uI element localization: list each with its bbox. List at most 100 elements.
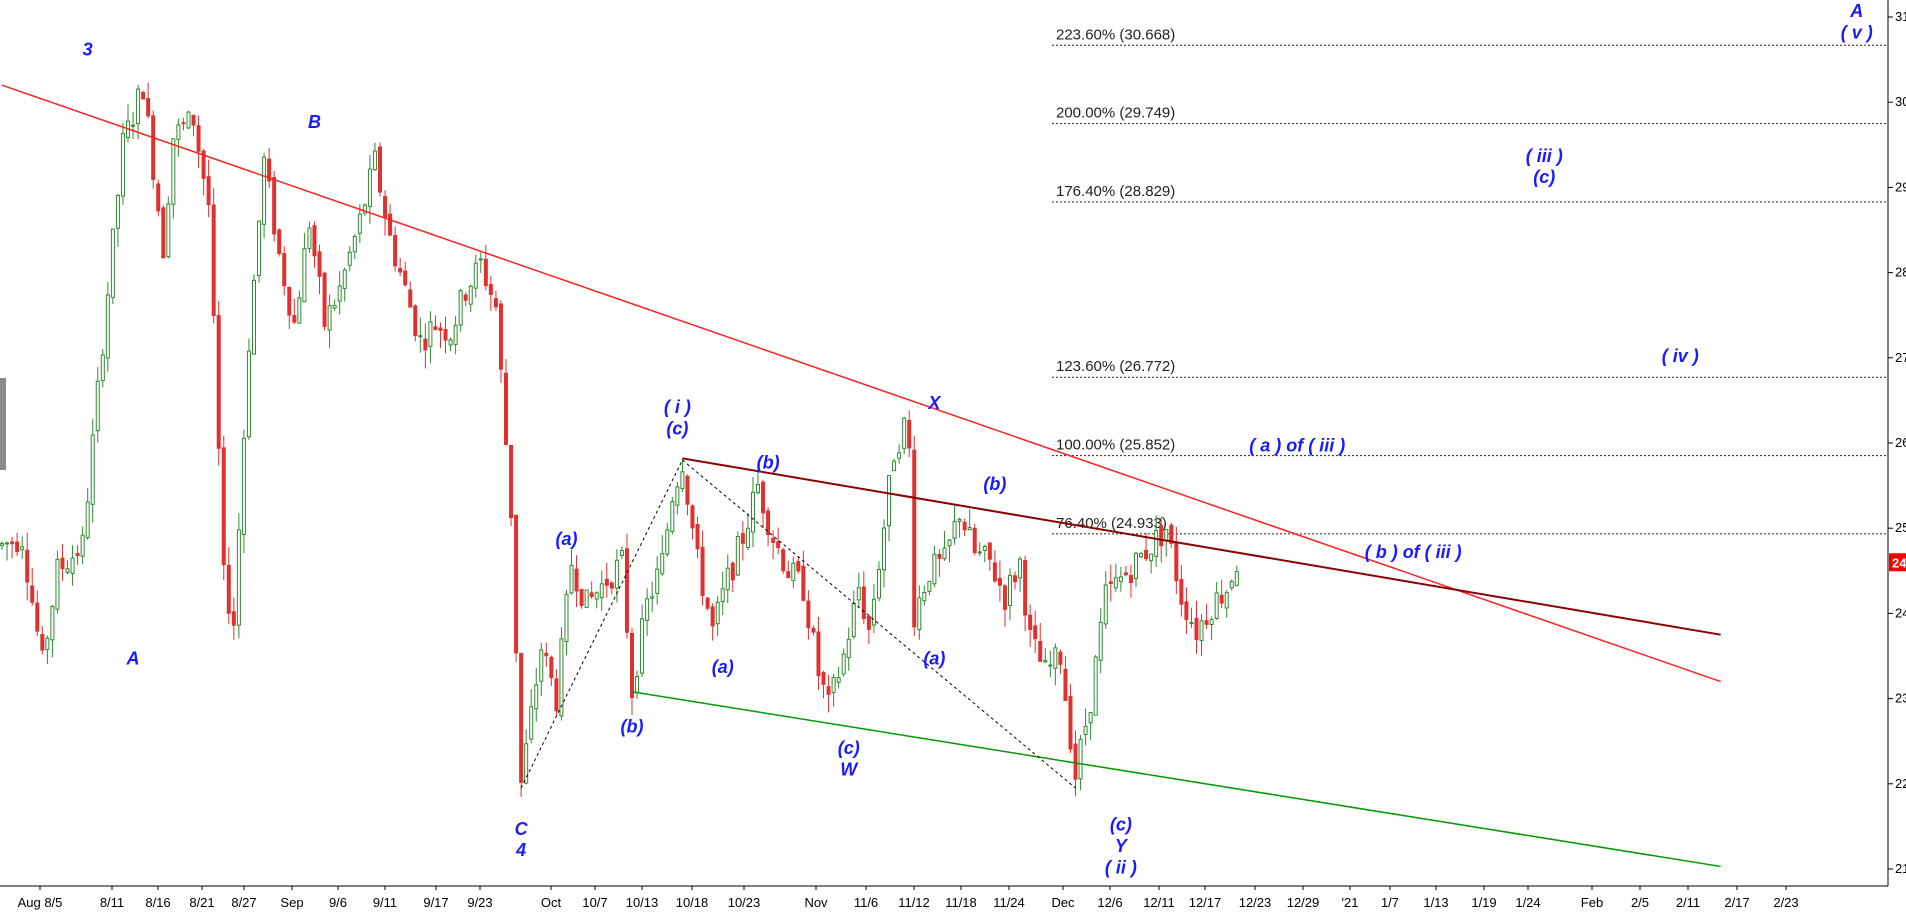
candle-body <box>231 611 236 626</box>
candle-body <box>317 251 322 277</box>
y-tick-label: 26.000 <box>1895 435 1906 450</box>
fib-label: 123.60% (26.772) <box>1056 358 1175 375</box>
candle-body <box>569 564 574 594</box>
candle-body <box>1194 617 1199 640</box>
x-tick-label: 10/18 <box>676 895 709 910</box>
candle-body <box>25 549 30 583</box>
candle-body <box>322 272 327 327</box>
candle-body <box>1068 696 1073 750</box>
x-tick-label: 9/11 <box>373 895 397 910</box>
wave-label: ( a ) of ( iii ) <box>1249 436 1345 456</box>
candle-body <box>10 541 15 545</box>
candle-body <box>378 146 382 193</box>
candle-body <box>136 88 141 125</box>
candle-body <box>196 125 201 152</box>
x-tick-label: 12/23 <box>1239 895 1272 910</box>
x-tick-label: 11/12 <box>898 895 930 910</box>
x-tick-label: Dec <box>1051 895 1075 910</box>
candle-body <box>337 285 342 302</box>
wave-label: 4 <box>515 840 526 860</box>
candle-body <box>967 526 972 531</box>
candle-body <box>599 583 604 599</box>
candle-body <box>1038 640 1043 662</box>
candle-body <box>211 204 216 316</box>
candle-body <box>670 501 675 532</box>
candle-body <box>45 637 50 651</box>
candle-body <box>786 571 791 579</box>
candle-body <box>352 236 357 253</box>
candle-body <box>428 321 433 347</box>
candle-body <box>685 475 690 505</box>
fib-label: 223.60% (30.668) <box>1056 26 1175 43</box>
candle-body <box>1018 558 1023 579</box>
x-tick-label: 1/7 <box>1381 895 1399 910</box>
candle-body <box>549 656 554 679</box>
candle-body <box>811 627 816 633</box>
candle-body <box>861 586 866 620</box>
candle-body <box>907 419 912 449</box>
candle-body <box>1204 620 1209 625</box>
side-panel-tab[interactable] <box>0 378 6 470</box>
x-tick-label: 12/6 <box>1097 895 1122 910</box>
candle-body <box>725 567 730 591</box>
candle-body <box>156 183 161 212</box>
x-tick-label: Oct <box>541 895 562 910</box>
wave-label: (a) <box>712 657 734 677</box>
candle-body <box>398 267 403 273</box>
candle-body <box>307 227 312 249</box>
candle-body <box>942 547 947 560</box>
candle-body <box>1073 743 1078 780</box>
wave-label: ( iv ) <box>1662 346 1699 366</box>
candle-body <box>977 551 982 554</box>
candle-body <box>635 676 640 694</box>
fib-label: 176.40% (28.829) <box>1056 183 1175 200</box>
wave-label: ( b ) of ( iii ) <box>1365 542 1462 562</box>
candle-body <box>564 593 569 643</box>
y-tick-label: 23.000 <box>1895 691 1906 706</box>
candle-body <box>1048 664 1053 667</box>
candle-body <box>992 562 997 582</box>
candle-body <box>241 437 246 535</box>
candle-body <box>30 585 35 603</box>
candle-body <box>912 449 917 628</box>
candle-body <box>292 315 297 323</box>
candle-body <box>529 706 534 740</box>
wave-label: (b) <box>621 717 644 737</box>
x-tick-label: 10/23 <box>728 895 761 910</box>
candle-body <box>640 618 645 674</box>
candles <box>0 82 1239 798</box>
candle-body <box>1088 712 1093 724</box>
candle-body <box>806 600 811 629</box>
wave-label: A <box>1849 1 1863 21</box>
candle-body <box>120 133 125 197</box>
candle-body <box>1103 584 1108 625</box>
candle-body <box>987 542 992 560</box>
candle-body <box>1008 574 1012 606</box>
candle-body <box>680 471 685 490</box>
x-tick-label: 9/23 <box>467 895 492 910</box>
candle-body <box>372 150 377 171</box>
candle-body <box>957 518 962 522</box>
candle-body <box>100 354 105 382</box>
candle-body <box>50 606 55 641</box>
candle-body <box>1058 651 1063 665</box>
candle-body <box>15 541 20 552</box>
candle-body <box>1179 578 1184 605</box>
candle-body <box>1002 585 1007 610</box>
x-tick-label: 2/11 <box>1676 895 1700 910</box>
x-tick-label: 8/11 <box>100 895 124 910</box>
candle-body <box>1184 601 1189 620</box>
candle-body <box>5 542 10 545</box>
candle-body <box>796 561 801 572</box>
candle-body <box>473 262 478 289</box>
x-tick-label: 1/24 <box>1515 895 1540 910</box>
candle-body <box>1098 621 1103 661</box>
candle-body <box>695 523 700 550</box>
candle-body <box>1043 659 1048 663</box>
candle-body <box>816 631 821 677</box>
candle-body <box>897 452 902 459</box>
trendlines <box>1 84 1721 868</box>
candle-body <box>393 234 398 267</box>
y-tick-label: 25.000 <box>1895 520 1906 535</box>
candle-body <box>70 557 75 574</box>
